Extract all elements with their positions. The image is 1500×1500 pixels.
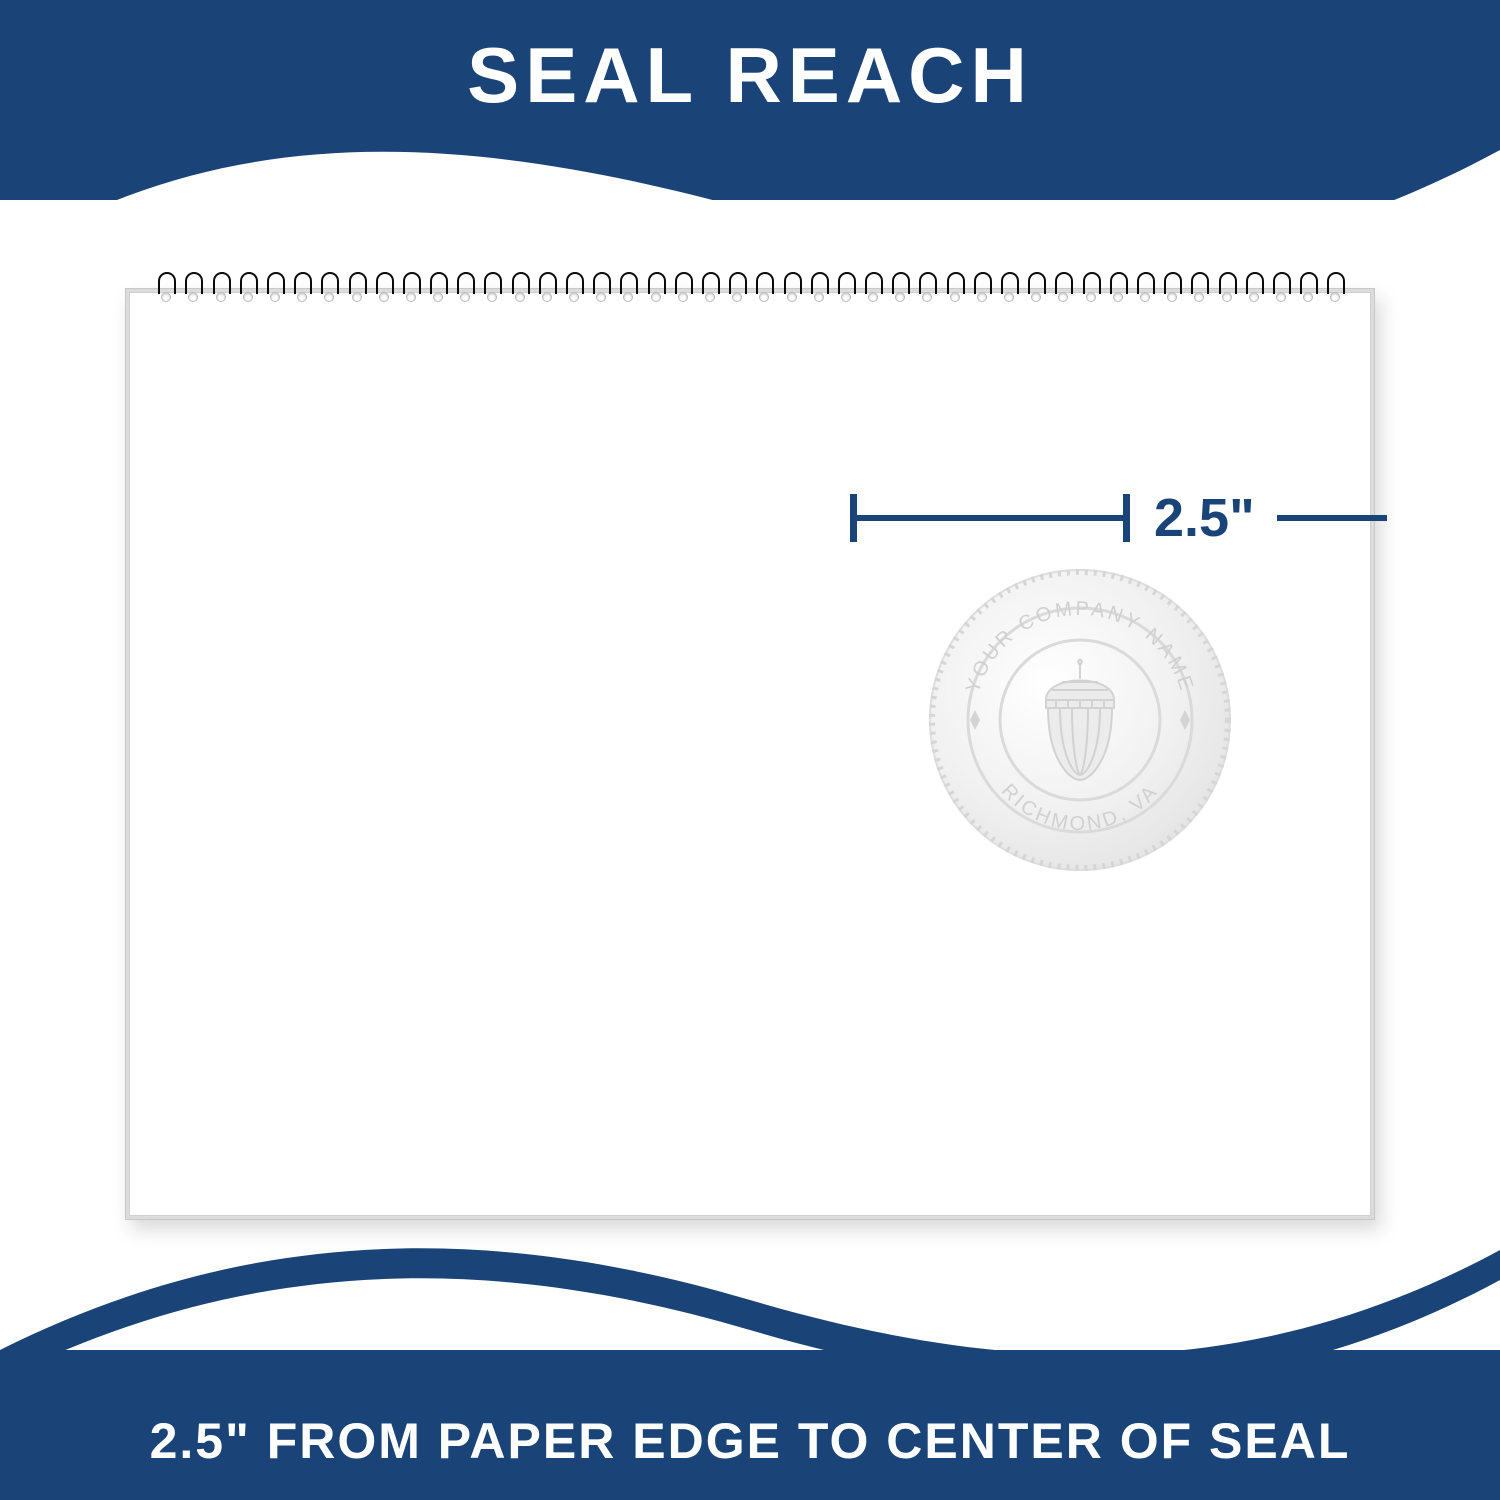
- spiral-ring: [756, 270, 770, 304]
- spiral-ring: [267, 270, 281, 304]
- spiral-ring: [1327, 270, 1341, 304]
- seal-icon: YOUR COMPANY NAME RICHMOND, VA: [920, 560, 1240, 880]
- spiral-ring: [158, 270, 172, 304]
- spiral-ring: [1110, 270, 1124, 304]
- spiral-ring: [1164, 270, 1178, 304]
- spiral-ring: [1083, 270, 1097, 304]
- page-title: SEAL REACH: [0, 30, 1500, 121]
- dimension-trail-line: [1277, 515, 1387, 521]
- spiral-ring: [539, 270, 553, 304]
- spiral-ring: [892, 270, 906, 304]
- spiral-ring: [648, 270, 662, 304]
- embossed-seal: YOUR COMPANY NAME RICHMOND, VA: [920, 560, 1240, 880]
- spiral-ring: [974, 270, 988, 304]
- dimension-line: [850, 488, 1130, 548]
- spiral-ring: [947, 270, 961, 304]
- spiral-ring: [566, 270, 580, 304]
- spiral-ring: [702, 270, 716, 304]
- spiral-binding: [125, 270, 1375, 310]
- spiral-ring: [213, 270, 227, 304]
- spiral-ring: [1001, 270, 1015, 304]
- dimension-hline: [850, 515, 1130, 521]
- spiral-ring: [349, 270, 363, 304]
- dimension-value: 2.5": [1154, 487, 1255, 549]
- spiral-ring: [1300, 270, 1314, 304]
- spiral-ring: [294, 270, 308, 304]
- spiral-ring: [457, 270, 471, 304]
- spiral-ring: [838, 270, 852, 304]
- dimension-endcap-right: [1123, 494, 1130, 542]
- dimension-indicator: 2.5": [850, 488, 1370, 548]
- spiral-ring: [593, 270, 607, 304]
- spiral-ring: [811, 270, 825, 304]
- spiral-ring: [430, 270, 444, 304]
- spiral-ring: [1219, 270, 1233, 304]
- spiral-ring: [1055, 270, 1069, 304]
- spiral-ring: [865, 270, 879, 304]
- spiral-ring: [403, 270, 417, 304]
- spiral-ring: [376, 270, 390, 304]
- spiral-ring: [512, 270, 526, 304]
- spiral-ring: [321, 270, 335, 304]
- spiral-ring: [1273, 270, 1287, 304]
- dimension-label: 2.5": [1154, 487, 1387, 549]
- spiral-ring: [484, 270, 498, 304]
- spiral-ring: [1246, 270, 1260, 304]
- spiral-ring: [919, 270, 933, 304]
- spiral-ring: [620, 270, 634, 304]
- spiral-ring: [729, 270, 743, 304]
- spiral-ring: [240, 270, 254, 304]
- spiral-ring: [1028, 270, 1042, 304]
- spiral-ring: [1191, 270, 1205, 304]
- spiral-ring: [185, 270, 199, 304]
- footer-text: 2.5" FROM PAPER EDGE TO CENTER OF SEAL: [0, 1412, 1500, 1470]
- spiral-ring: [1137, 270, 1151, 304]
- spiral-ring: [784, 270, 798, 304]
- spiral-ring: [675, 270, 689, 304]
